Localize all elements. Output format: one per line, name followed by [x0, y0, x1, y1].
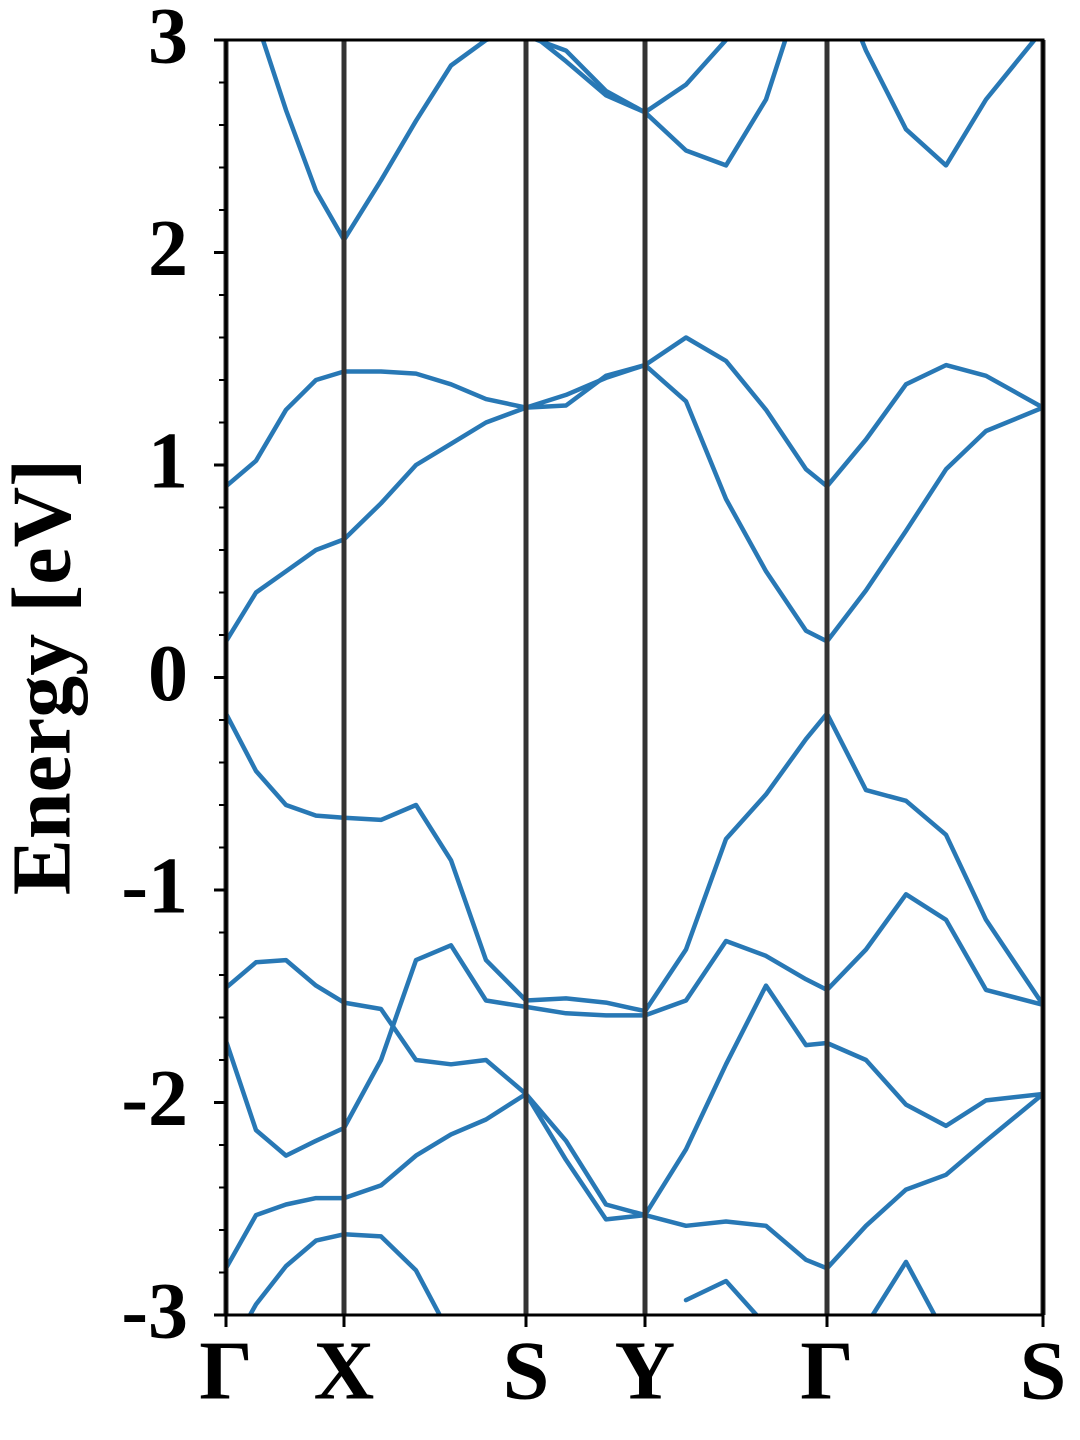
y-tick-label: 3	[148, 0, 188, 80]
band-line	[226, 362, 1043, 644]
y-tick-label: 0	[148, 630, 188, 718]
x-tick-label: S	[503, 1324, 550, 1417]
plot-area	[226, 40, 1043, 1315]
y-tick-label: -1	[121, 842, 188, 930]
band-line	[226, 335, 1043, 489]
y-tick-label: -2	[121, 1055, 188, 1143]
x-tick-label: Γ	[199, 1324, 252, 1417]
band-line	[226, 711, 1043, 1014]
band-line	[226, 957, 1043, 1271]
x-tick-label: S	[1020, 1324, 1067, 1417]
plot-frame	[224, 38, 1045, 1317]
band-line	[226, 983, 1043, 1271]
band-line	[226, 892, 1043, 1158]
y-axis-label: Energy [eV]	[0, 459, 88, 895]
band-line	[530, 40, 729, 115]
band-line	[260, 40, 1038, 243]
x-tick-label: Γ	[800, 1324, 853, 1417]
y-tick-label: -3	[121, 1267, 188, 1355]
y-tick-label: 2	[148, 205, 188, 293]
x-tick-label: Y	[615, 1324, 676, 1417]
band-line	[247, 1232, 938, 1315]
x-tick-label: X	[314, 1324, 375, 1417]
y-tick-label: 1	[148, 417, 188, 505]
